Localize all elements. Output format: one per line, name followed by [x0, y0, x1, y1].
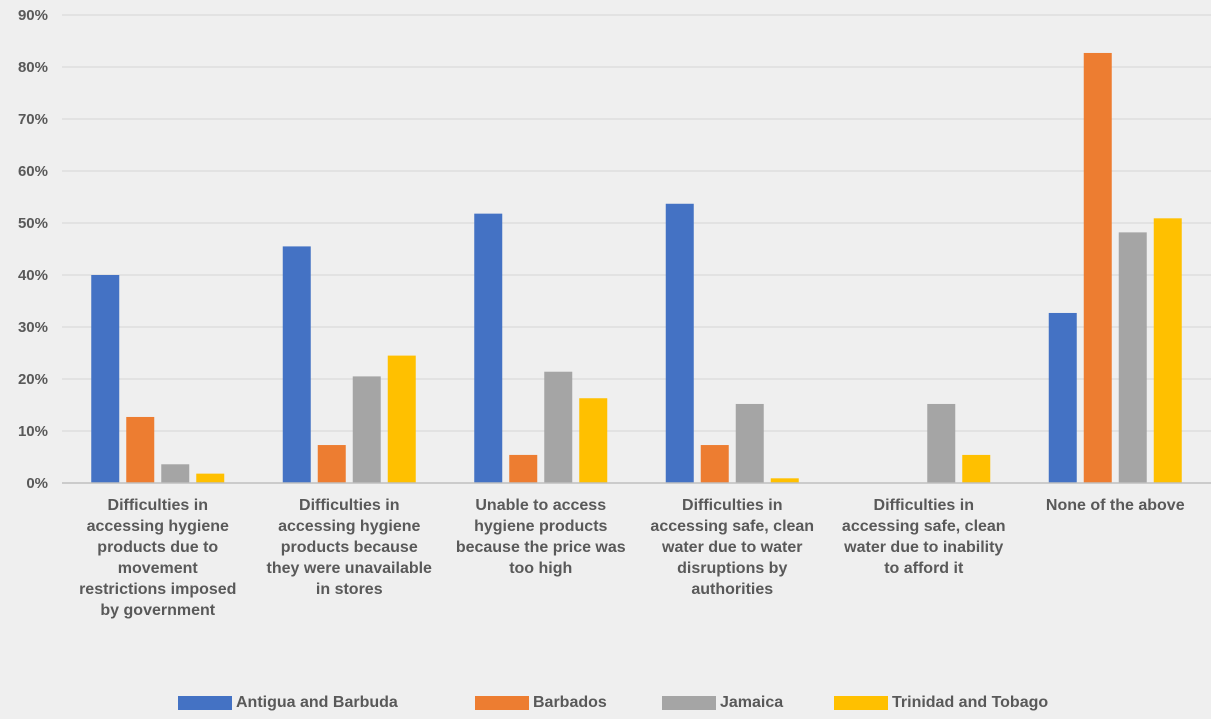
bar [161, 464, 190, 483]
x-category-label: Unable to access hygiene products becaus… [455, 497, 626, 577]
legend-label: Barbados [533, 694, 607, 711]
legend-label: Jamaica [720, 694, 784, 711]
bar [387, 355, 416, 483]
gridlines [62, 14, 1211, 432]
x-category-label: Difficulties in accessing safe, clean wa… [650, 497, 815, 598]
x-category-label: Difficulties in accessing safe, clean wa… [841, 497, 1006, 577]
bars [91, 52, 1182, 484]
bar [544, 371, 573, 483]
legend-item: Trinidad and Tobago [834, 694, 1048, 712]
bar [196, 473, 225, 483]
bar [962, 454, 991, 483]
y-tick-label: 60% [18, 163, 48, 180]
legend-item: Jamaica [662, 694, 783, 712]
bar [700, 445, 729, 483]
y-tick-label: 70% [18, 111, 48, 128]
y-tick-label: 30% [18, 319, 48, 336]
legend: Antigua and Barbuda Barbados Jamaica Trinid… [0, 694, 1211, 716]
bar [579, 398, 608, 483]
bar [282, 246, 311, 483]
legend-item: Barbados [475, 694, 607, 712]
bar [770, 478, 799, 483]
legend-swatch [475, 696, 529, 710]
bar [509, 454, 538, 483]
y-tick-label: 0% [26, 475, 48, 492]
x-category-label: Difficulties in accessing hygiene produc… [266, 497, 432, 598]
y-tick-label: 90% [18, 7, 48, 24]
y-tick-label: 40% [18, 267, 48, 284]
legend-swatch [662, 696, 716, 710]
bar [317, 445, 346, 483]
bar [735, 403, 764, 483]
bar [91, 275, 120, 483]
bar [1153, 218, 1182, 483]
legend-swatch [178, 696, 232, 710]
y-tick-label: 20% [18, 371, 48, 388]
bar [1083, 52, 1112, 484]
x-category-label: Difficulties in accessing hygiene produc… [79, 497, 237, 619]
y-tick-label: 80% [18, 59, 48, 76]
x-category-label: None of the above [1045, 497, 1185, 514]
legend-label: Antigua and Barbuda [236, 694, 398, 711]
y-tick-label: 10% [18, 423, 48, 440]
bar [474, 213, 503, 483]
legend-swatch [834, 696, 888, 710]
legend-item: Antigua and Barbuda [178, 694, 398, 712]
y-axis-ticks: 0% 10% 20% 30% 40% 50% 60% 70% 80% 90% [18, 7, 48, 492]
bar [1048, 312, 1077, 483]
y-tick-label: 50% [18, 215, 48, 232]
bar [927, 403, 956, 483]
legend-label: Trinidad and Tobago [892, 694, 1049, 711]
bar [352, 376, 381, 483]
bar [1118, 232, 1147, 483]
bar [665, 203, 694, 483]
bar [126, 416, 155, 483]
